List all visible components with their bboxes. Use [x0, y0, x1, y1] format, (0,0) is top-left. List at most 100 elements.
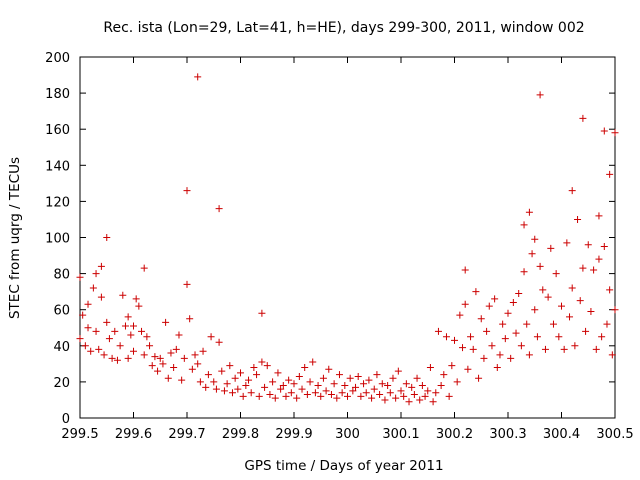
data-point: [298, 385, 306, 393]
data-point: [103, 234, 111, 241]
data-point: [311, 389, 319, 397]
data-point: [512, 329, 520, 337]
data-point: [434, 327, 442, 335]
data-point: [536, 262, 544, 270]
data-point: [290, 380, 298, 388]
data-point: [598, 333, 606, 341]
data-point: [81, 342, 89, 350]
data-point: [373, 371, 381, 379]
y-tick-label: 160: [45, 123, 70, 138]
data-point: [541, 345, 549, 353]
data-point: [488, 342, 496, 350]
data-point: [536, 91, 544, 99]
data-point: [357, 392, 365, 400]
data-point: [146, 342, 154, 350]
data-point: [549, 320, 557, 328]
plot-area: 299.5 299.6 299.7 299.8 299.9 300 300.1 300.2 30…: [45, 51, 633, 442]
data-point: [135, 302, 143, 310]
data-point: [491, 295, 499, 303]
data-point: [461, 300, 469, 308]
data-point: [461, 266, 469, 274]
data-point: [584, 241, 592, 249]
data-point: [475, 374, 483, 382]
data-point: [239, 392, 247, 400]
data-point: [103, 318, 111, 326]
data-point: [499, 320, 507, 328]
data-point: [467, 333, 475, 341]
y-tick-label: 0: [62, 412, 70, 427]
data-point: [154, 367, 162, 375]
data-point: [194, 360, 202, 368]
data-point: [250, 363, 258, 371]
data-point: [453, 378, 461, 386]
data-point: [220, 387, 228, 395]
data-point: [349, 387, 357, 395]
data-point: [603, 320, 611, 328]
data-point: [204, 371, 212, 379]
data-point: [79, 311, 87, 319]
y-tick-label: 180: [45, 87, 70, 102]
y-tick-label: 40: [53, 340, 70, 355]
data-point: [212, 385, 220, 393]
data-point: [127, 331, 135, 339]
data-point: [140, 264, 148, 272]
data-point: [97, 293, 105, 301]
data-point: [520, 268, 528, 276]
data-point: [242, 382, 250, 390]
data-point: [606, 286, 614, 294]
data-point: [440, 371, 448, 379]
data-point: [269, 378, 277, 386]
data-point: [389, 374, 397, 382]
data-point: [418, 382, 426, 390]
data-point: [469, 345, 477, 353]
data-point: [325, 365, 333, 373]
data-point: [608, 351, 616, 359]
data-point: [451, 336, 458, 344]
data-point: [507, 354, 515, 362]
data-point: [525, 208, 533, 216]
data-point: [237, 369, 244, 377]
data-point: [263, 362, 271, 370]
data-point: [442, 333, 450, 341]
data-point: [279, 382, 287, 390]
data-point: [426, 363, 434, 371]
data-point: [341, 382, 349, 390]
data-point: [421, 392, 429, 400]
data-point: [566, 313, 574, 321]
data-point: [226, 362, 234, 370]
x-tick-label: 299.8: [222, 427, 259, 442]
x-tick-label: 299.7: [168, 427, 205, 442]
data-point: [143, 333, 151, 341]
data-point: [472, 288, 480, 296]
data-point: [116, 342, 124, 350]
data-point: [76, 273, 84, 281]
data-point: [140, 351, 148, 359]
data-point: [191, 351, 199, 359]
data-point: [531, 235, 539, 243]
data-point: [105, 335, 113, 343]
y-tick-label: 100: [45, 232, 70, 247]
data-point: [202, 383, 210, 391]
data-point: [579, 114, 587, 122]
data-point: [258, 358, 266, 366]
data-point: [362, 389, 370, 397]
data-point: [365, 376, 373, 384]
data-point: [92, 327, 100, 335]
data-point: [515, 289, 523, 297]
y-axis-label: STEC from uqrg / TECUs: [7, 157, 23, 319]
data-point: [218, 367, 226, 375]
data-point: [282, 392, 290, 400]
data-point: [159, 360, 167, 368]
data-point: [413, 374, 421, 382]
data-point: [533, 333, 541, 341]
data-point: [167, 349, 175, 357]
data-point: [576, 297, 584, 305]
data-point: [582, 327, 590, 335]
data-point: [528, 250, 536, 258]
data-point: [87, 347, 95, 355]
data-point: [119, 291, 127, 299]
data-point: [253, 371, 261, 379]
data-point: [124, 313, 132, 321]
data-point: [172, 345, 180, 353]
